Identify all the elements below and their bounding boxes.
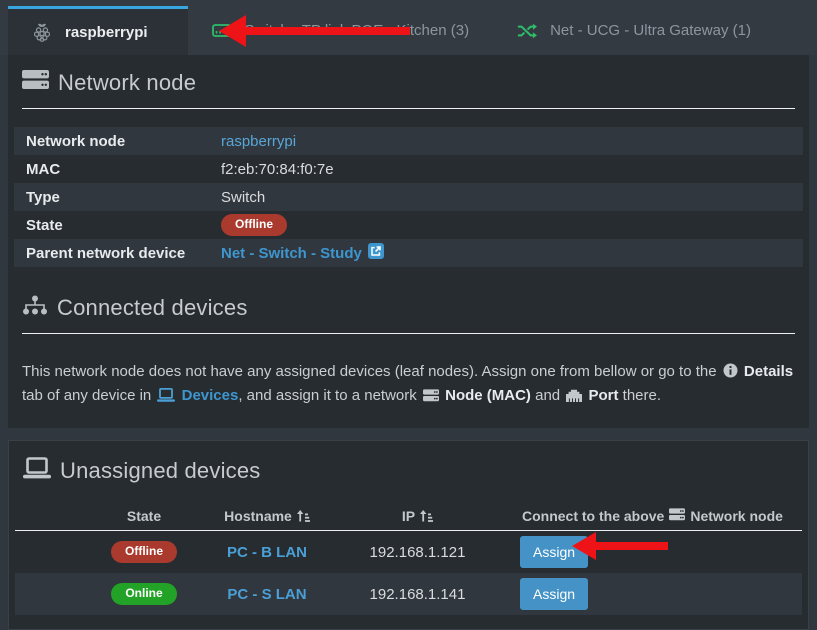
- info-icon: [723, 363, 738, 378]
- sort-icon: [296, 509, 310, 523]
- raspberry-icon: [32, 22, 52, 42]
- note-text: , and assign it to a network: [238, 387, 417, 404]
- status-badge: Offline: [111, 541, 177, 563]
- row-label: Type: [26, 188, 60, 206]
- table-row: Network node raspberrypi: [14, 127, 803, 155]
- laptop-icon: [157, 388, 176, 402]
- details-label: Details: [743, 363, 794, 380]
- note-text: tab of any device in: [22, 387, 152, 404]
- connected-devices-section-title: Connected devices: [14, 295, 803, 321]
- tab-net-ucg-ultra-gateway[interactable]: Net - UCG - Ultra Gateway (1): [493, 6, 775, 55]
- server-icon: [422, 389, 439, 402]
- col-header-label: Hostname: [224, 507, 292, 524]
- sort-icon: [420, 509, 434, 523]
- server-icon: [22, 69, 49, 96]
- parent-device-link[interactable]: Net - Switch - Study: [221, 243, 384, 263]
- row-label: MAC: [26, 160, 61, 178]
- type-value: Switch: [221, 188, 266, 206]
- port-label: Port: [588, 387, 619, 404]
- hostname-link[interactable]: PC - S LAN: [227, 585, 307, 603]
- mac-value: f2:eb:70:84:f0:7e: [221, 160, 334, 178]
- sitemap-icon: [22, 295, 48, 321]
- laptop-icon: [23, 457, 51, 485]
- note-text: and: [535, 387, 561, 404]
- col-header-ip[interactable]: IP: [315, 508, 520, 524]
- tab-raspberrypi[interactable]: raspberrypi: [8, 6, 188, 55]
- assign-button[interactable]: Assign: [520, 578, 589, 610]
- no-assigned-devices-note: This network node does not have any assi…: [14, 360, 803, 408]
- col-header-connect: Connect to the above Network node: [520, 508, 802, 524]
- unassigned-devices-table: State Hostname IP: [15, 501, 802, 615]
- note-text: there.: [622, 387, 662, 404]
- section-title-text: Connected devices: [57, 295, 248, 320]
- network-node-table: Network node raspberrypi MAC f2:eb:70:84…: [14, 127, 803, 267]
- assign-button[interactable]: Assign: [520, 536, 589, 568]
- status-badge: Offline: [221, 214, 287, 236]
- table-header-row: State Hostname IP: [15, 501, 802, 531]
- section-title-text: Unassigned devices: [60, 458, 261, 483]
- col-header-hostname[interactable]: Hostname: [219, 508, 315, 524]
- tab-label: Net - UCG - Ultra Gateway (1): [550, 22, 751, 39]
- shuffle-icon: [517, 21, 538, 41]
- ethernet-port-icon: [566, 389, 583, 402]
- divider: [22, 333, 795, 334]
- tab-switch-tp-link-poe-kitchen[interactable]: Switch - TP link POE - Kitchen (3): [188, 6, 494, 55]
- tab-label: raspberrypi: [65, 23, 148, 41]
- server-icon: [669, 507, 686, 524]
- node-mac-label: Node (MAC): [445, 387, 531, 404]
- unassigned-devices-panel: Unassigned devices State Hostname IP: [8, 440, 809, 630]
- divider: [22, 108, 795, 109]
- col-header-label: IP: [401, 507, 416, 524]
- network-node-section-title: Network node: [14, 69, 803, 96]
- row-label: Parent network device: [26, 244, 186, 262]
- col-header-state: State: [126, 507, 162, 524]
- network-node-panel: Network node Network node raspberrypi MA…: [8, 55, 809, 428]
- row-label: State: [26, 216, 63, 234]
- devices-link[interactable]: Devices: [181, 387, 239, 404]
- tab-label: Switch - TP link POE - Kitchen (3): [244, 22, 470, 39]
- row-label: Network node: [26, 132, 126, 150]
- section-title-text: Network node: [58, 69, 197, 95]
- col-header-label: Network node: [690, 507, 783, 524]
- tab-bar: raspberrypi Switch - TP link POE - Kitch…: [0, 0, 817, 55]
- table-row: MAC f2:eb:70:84:f0:7e: [14, 155, 803, 183]
- table-row: Online PC - S LAN 192.168.1.141 Assign: [15, 573, 802, 615]
- unassigned-devices-section-title: Unassigned devices: [15, 457, 802, 485]
- table-row: Parent network device Net - Switch - Stu…: [14, 239, 803, 267]
- table-row: Type Switch: [14, 183, 803, 211]
- parent-device-link-text: Net - Switch - Study: [221, 244, 362, 262]
- col-header-label: Connect to the above: [522, 507, 665, 524]
- network-node-link[interactable]: raspberrypi: [221, 132, 297, 150]
- note-text: This network node does not have any assi…: [22, 363, 717, 380]
- hostname-link[interactable]: PC - B LAN: [227, 543, 307, 561]
- ip-value: 192.168.1.141: [369, 585, 466, 603]
- ip-value: 192.168.1.121: [369, 543, 466, 561]
- status-badge: Online: [111, 583, 177, 605]
- table-row: Offline PC - B LAN 192.168.1.121 Assign: [15, 531, 802, 573]
- table-row: State Offline: [14, 211, 803, 239]
- external-link-icon: [367, 243, 384, 263]
- switch-icon: [211, 21, 232, 41]
